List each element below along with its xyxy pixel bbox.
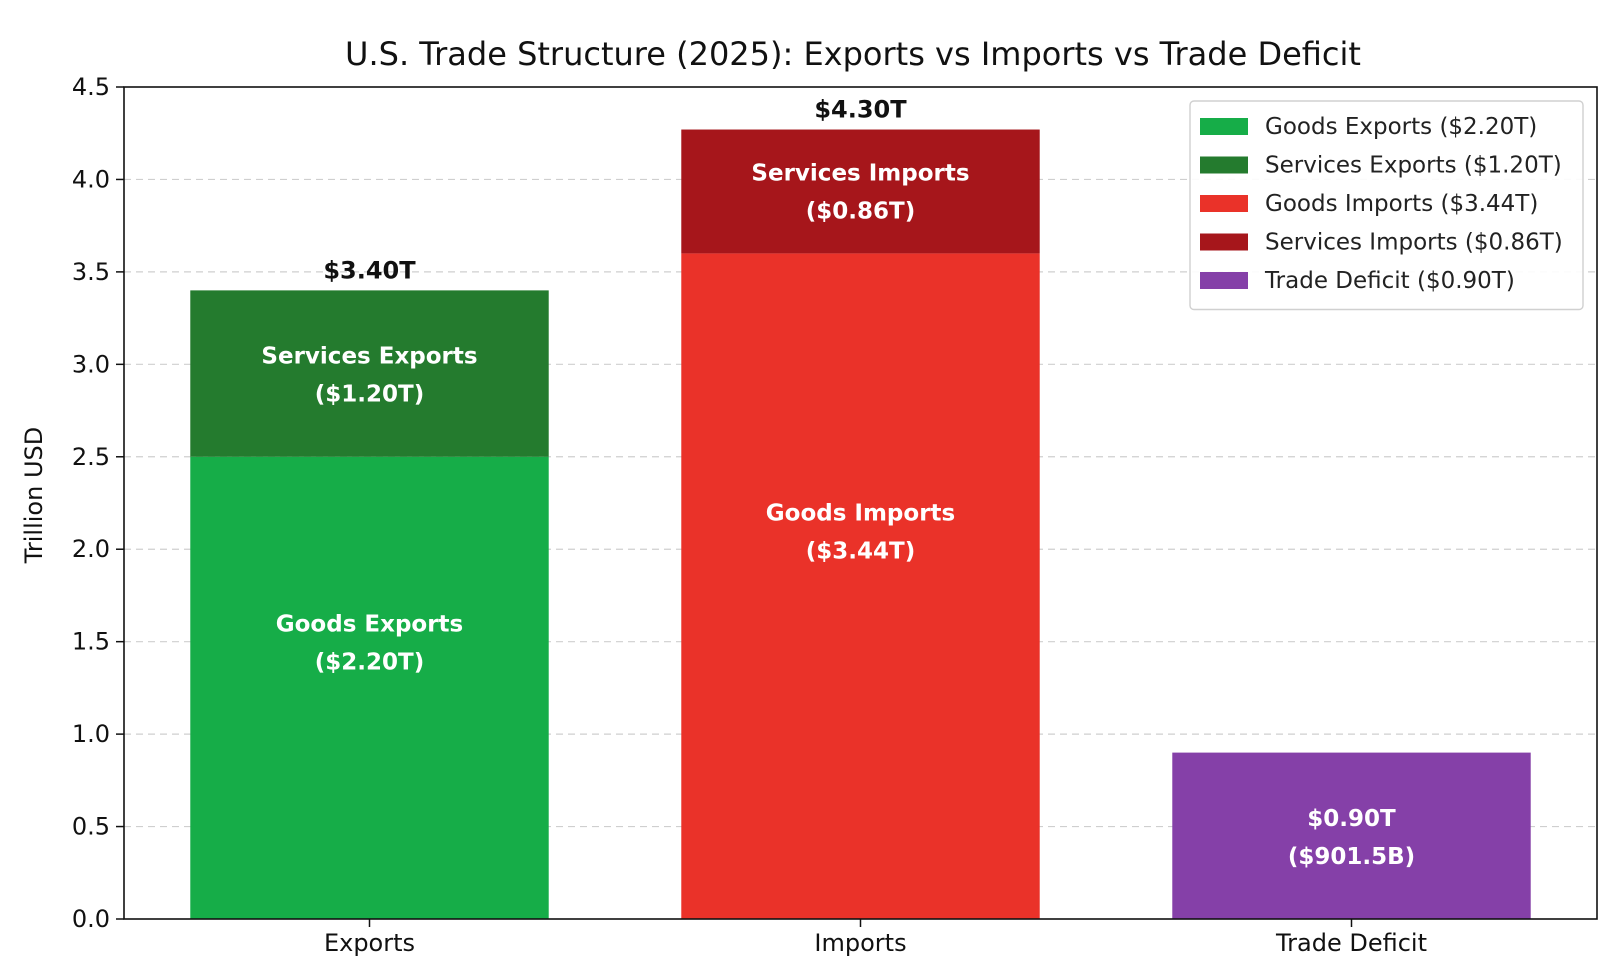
plot-frame [123,86,1598,920]
segment-value-label: ($3.44T) [806,539,915,565]
y-tick-label: 4.5 [72,73,110,101]
y-tick-label: 1.0 [72,720,110,748]
x-tick-label: Trade Deficit [1275,929,1427,957]
segment-value-label: ($1.20T) [315,382,424,408]
bar-segment [190,290,549,457]
bar-segment [681,129,1040,254]
segment-label: Goods Exports [276,612,463,638]
x-tick-label: Exports [324,929,415,957]
y-axis-label: Trillion USD [20,427,48,564]
bar-labels: Goods Exports ($2.20T) Services Exports ($1… [261,96,1415,870]
legend-swatch [1200,118,1248,135]
segment-label: Services Exports [261,344,477,370]
axes: 0.0 0.5 1.0 1.5 2.0 2.5 3.0 3.5 4.0 4.5 Exports Imp… [72,73,1598,957]
bar-segment [681,253,1040,919]
legend-entry: Goods Exports ($2.20T) [1265,114,1537,140]
y-tick-label: 3.5 [72,258,110,286]
bars [190,129,1531,919]
y-tick-label: 3.0 [72,350,110,378]
bar-total-label: $4.30T [814,96,907,124]
y-tick-label: 0.5 [72,813,110,841]
legend-entry: Trade Deficit ($0.90T) [1264,268,1515,294]
y-tick-label: 4.0 [72,165,110,193]
segment-value-label: ($901.5B) [1288,844,1415,870]
legend-swatch [1200,233,1248,251]
legend-entry: Services Imports ($0.86T) [1265,230,1563,256]
y-tick-label: 0.0 [72,905,110,933]
legend-swatch [1200,195,1248,212]
y-tick-label: 2.5 [72,443,110,471]
bar-total-label: $3.40T [323,256,416,284]
legend-entry: Goods Imports ($3.44T) [1265,191,1538,217]
y-tick-label: 2.0 [72,535,110,563]
y-tick-label: 1.5 [72,628,110,656]
segment-value-label: ($2.20T) [315,650,424,676]
legend-entry: Services Exports ($1.20T) [1265,153,1562,179]
bar-segment [1172,752,1531,919]
segment-label: Services Imports [751,161,969,187]
segment-label: $0.90T [1307,806,1396,832]
chart-title: U.S. Trade Structure (2025): Exports vs … [345,35,1361,73]
segment-value-label: ($0.86T) [806,199,915,225]
legend: Goods Exports ($2.20T) Services Exports (… [1189,100,1584,311]
x-tick-label: Imports [814,929,906,957]
bar-segment [190,456,549,919]
legend-box [1189,100,1584,311]
segment-label: Goods Imports [766,501,955,527]
legend-swatch [1200,272,1248,289]
legend-swatch [1200,156,1248,174]
